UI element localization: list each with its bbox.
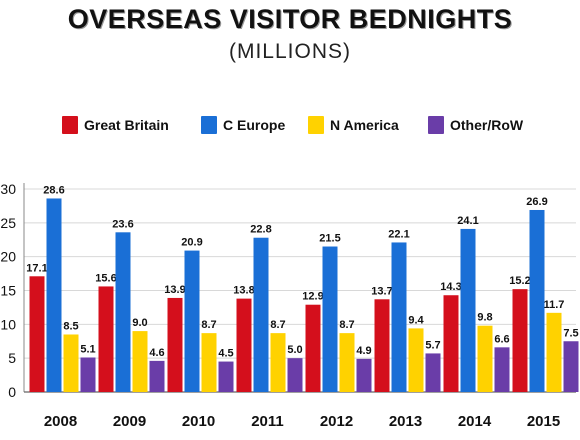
data-label: 4.9 bbox=[356, 345, 371, 357]
y-tick-label: 0 bbox=[8, 384, 16, 400]
legend-item-c-europe: C Europe bbox=[201, 116, 285, 134]
data-label: 6.6 bbox=[494, 333, 509, 345]
x-tick-label: 2011 bbox=[251, 413, 284, 430]
bar bbox=[149, 360, 165, 392]
bar bbox=[563, 341, 579, 392]
data-label: 8.5 bbox=[63, 320, 78, 332]
data-label: 5.7 bbox=[425, 339, 440, 351]
bar bbox=[425, 353, 441, 392]
bar bbox=[546, 312, 562, 392]
data-label: 22.8 bbox=[250, 224, 271, 236]
data-label: 5.0 bbox=[287, 344, 302, 356]
bar bbox=[443, 295, 459, 392]
x-tick-label: 2015 bbox=[527, 413, 560, 430]
x-tick-label: 2014 bbox=[458, 413, 492, 430]
bar bbox=[305, 304, 321, 392]
legend-label: Great Britain bbox=[84, 117, 169, 133]
y-tick-label: 15 bbox=[0, 283, 16, 299]
bar bbox=[529, 209, 545, 392]
bar bbox=[391, 242, 407, 392]
x-tick-label: 2009 bbox=[113, 413, 146, 430]
bar bbox=[167, 297, 183, 392]
legend-item-other-row: Other/RoW bbox=[428, 116, 523, 134]
bar bbox=[477, 325, 493, 392]
x-tick-label: 2012 bbox=[320, 413, 353, 430]
y-tick-label: 25 bbox=[0, 215, 16, 231]
data-label: 9.8 bbox=[477, 312, 492, 324]
data-label: 13.9 bbox=[164, 284, 185, 296]
data-label: 14.3 bbox=[440, 281, 461, 293]
bar bbox=[80, 357, 96, 392]
data-label: 21.5 bbox=[319, 233, 340, 245]
y-tick-label: 10 bbox=[0, 316, 16, 332]
bar bbox=[322, 246, 338, 392]
legend-swatch bbox=[308, 116, 324, 134]
data-label: 17.1 bbox=[26, 262, 47, 274]
bar bbox=[29, 276, 45, 392]
bar bbox=[132, 331, 148, 392]
data-label: 7.5 bbox=[563, 327, 578, 339]
data-label: 22.1 bbox=[388, 228, 409, 240]
chart-subtitle: (MILLIONS) bbox=[228, 40, 351, 63]
x-tick-label: 2008 bbox=[44, 413, 77, 430]
y-tick-label: 30 bbox=[0, 181, 16, 197]
data-label: 12.9 bbox=[302, 291, 323, 303]
legend-label: Other/RoW bbox=[450, 117, 524, 133]
legend-swatch bbox=[201, 116, 217, 134]
x-tick-label: 2013 bbox=[389, 413, 422, 430]
data-label: 8.7 bbox=[339, 319, 354, 331]
bar bbox=[270, 333, 286, 392]
legend-swatch bbox=[428, 116, 444, 134]
data-label: 8.7 bbox=[270, 319, 285, 331]
bar bbox=[63, 334, 79, 392]
y-tick-label: 5 bbox=[8, 350, 16, 366]
bar bbox=[115, 232, 131, 392]
legend-swatch bbox=[62, 116, 78, 134]
legend-label: N America bbox=[330, 117, 399, 133]
bar bbox=[339, 333, 355, 392]
bar bbox=[374, 299, 390, 392]
data-label: 26.9 bbox=[526, 196, 547, 208]
legend: Great Britain C Europe N America Other/R… bbox=[58, 116, 568, 140]
data-label: 13.7 bbox=[371, 285, 392, 297]
bar bbox=[408, 328, 424, 392]
bar bbox=[218, 361, 234, 392]
bar bbox=[356, 358, 372, 392]
data-label: 4.6 bbox=[149, 347, 164, 359]
data-label: 9.4 bbox=[408, 314, 424, 326]
data-label: 5.1 bbox=[80, 343, 95, 355]
data-label: 13.8 bbox=[233, 285, 254, 297]
data-label: 9.0 bbox=[132, 317, 147, 329]
bar bbox=[512, 289, 528, 392]
data-label: 8.7 bbox=[201, 319, 216, 331]
data-label: 28.6 bbox=[43, 184, 64, 196]
chart-title: OVERSEAS VISITOR BEDNIGHTS bbox=[67, 4, 513, 34]
data-label: 4.5 bbox=[218, 348, 233, 360]
x-tick-label: 2010 bbox=[182, 413, 215, 430]
data-label: 23.6 bbox=[112, 218, 133, 230]
bar bbox=[460, 228, 476, 392]
y-tick-label: 20 bbox=[0, 249, 16, 265]
legend-label: C Europe bbox=[223, 117, 286, 133]
bar bbox=[184, 250, 200, 392]
data-label: 20.9 bbox=[181, 237, 202, 249]
bar bbox=[46, 198, 62, 392]
legend-item-n-america: N America bbox=[308, 116, 399, 134]
data-label: 24.1 bbox=[457, 215, 478, 227]
bar bbox=[201, 333, 217, 392]
bar bbox=[236, 298, 252, 392]
bar bbox=[494, 347, 510, 392]
data-label: 15.6 bbox=[95, 272, 116, 284]
legend-item-great-britain: Great Britain bbox=[62, 116, 169, 134]
bar bbox=[287, 358, 303, 392]
bar bbox=[253, 237, 269, 392]
bar bbox=[98, 286, 114, 392]
data-label: 11.7 bbox=[544, 299, 565, 311]
data-label: 15.2 bbox=[509, 275, 530, 287]
